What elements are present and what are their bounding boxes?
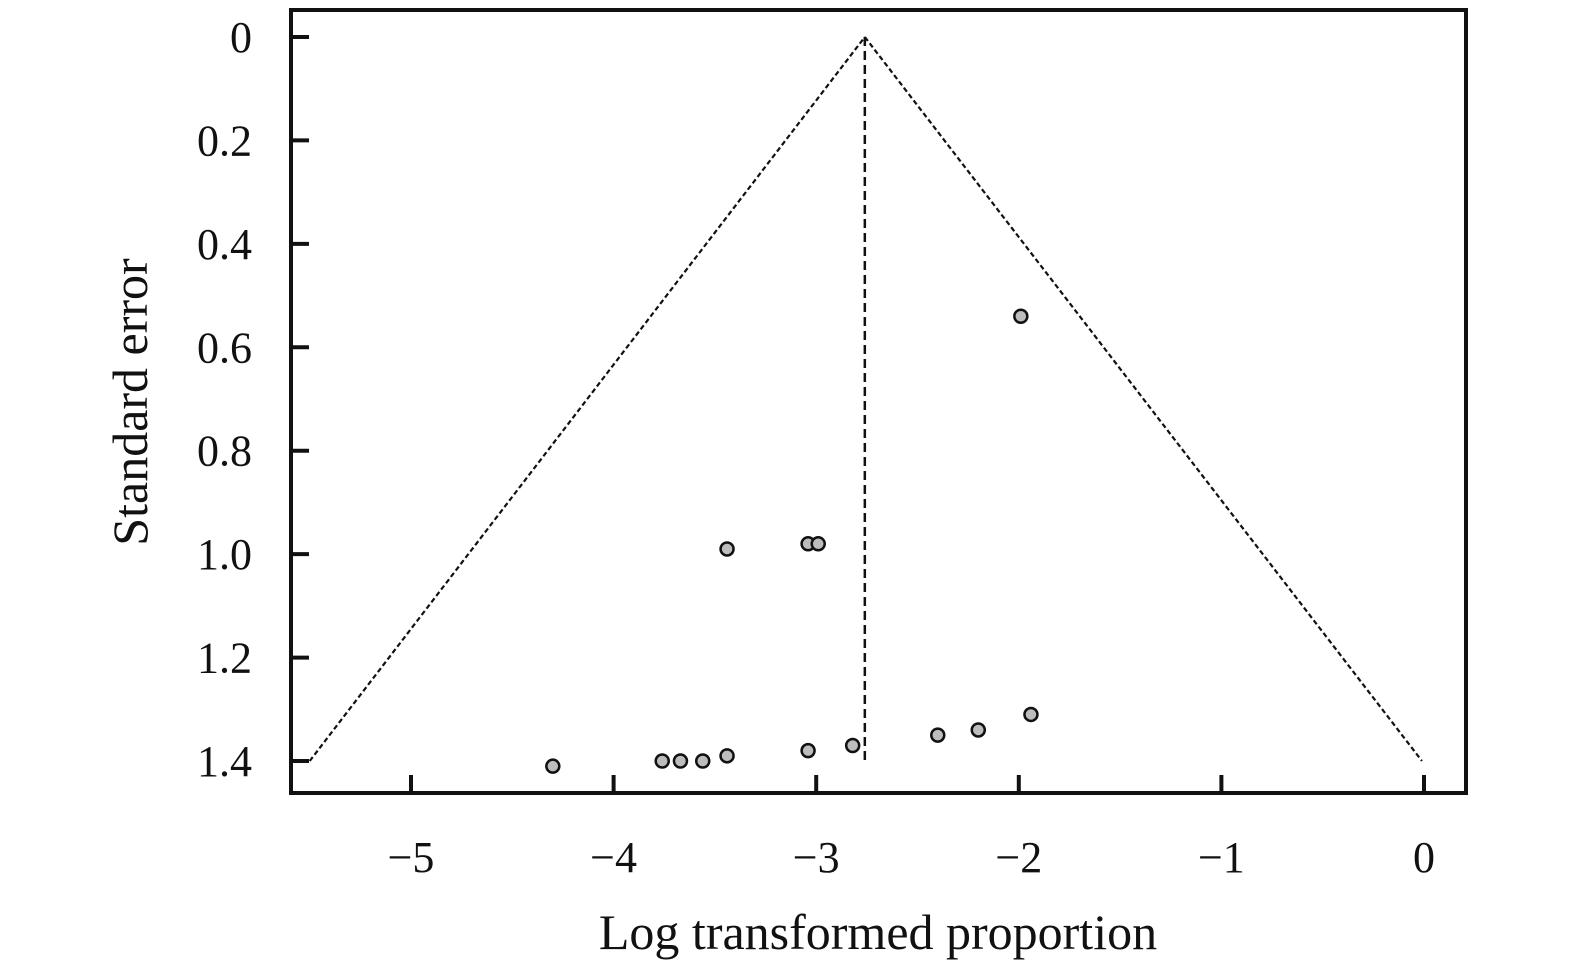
x-tick-label: −3	[793, 833, 840, 882]
funnel-lines	[308, 36, 1423, 764]
x-tick-label: −2	[995, 833, 1042, 882]
study-point	[672, 753, 689, 769]
study-point	[844, 737, 861, 754]
funnel-left-boundary	[308, 36, 866, 762]
study-point	[1023, 706, 1039, 723]
plot-area-frame	[289, 8, 1468, 795]
study-point	[719, 541, 735, 557]
study-point	[719, 748, 735, 764]
y-tick-label: 0.4	[197, 220, 252, 269]
study-point	[970, 722, 987, 738]
funnel-right-boundary	[863, 36, 1423, 762]
y-tick-label: 0.8	[197, 427, 252, 476]
y-tick-label: 0	[230, 13, 252, 62]
y-tick-label: 1.2	[197, 634, 252, 683]
y-axis-ticks: 0 0.2 0.4 0.6 0.8 1.0 1.2 1.4	[197, 13, 309, 786]
x-tick-label: −5	[388, 833, 435, 882]
x-axis-ticks: −5 −4 −3 −2 −1 0	[388, 775, 1435, 882]
study-point	[930, 727, 946, 743]
data-points	[545, 308, 1039, 774]
study-point	[1013, 308, 1029, 325]
study-point	[654, 753, 670, 769]
y-tick-label: 1.0	[197, 530, 252, 579]
y-tick-label: 1.4	[197, 737, 252, 786]
y-tick-label: 0.6	[197, 323, 252, 372]
x-tick-label: 0	[1413, 833, 1435, 882]
study-point	[810, 536, 826, 552]
x-tick-label: −4	[590, 833, 637, 882]
x-axis-title: Log transformed proportion	[599, 904, 1157, 960]
study-point	[545, 758, 561, 774]
y-axis-title: Standard error	[102, 258, 158, 546]
study-point	[800, 742, 816, 759]
x-tick-label: −1	[1198, 833, 1245, 882]
y-tick-label: 0.2	[197, 116, 252, 165]
study-point	[694, 753, 711, 769]
